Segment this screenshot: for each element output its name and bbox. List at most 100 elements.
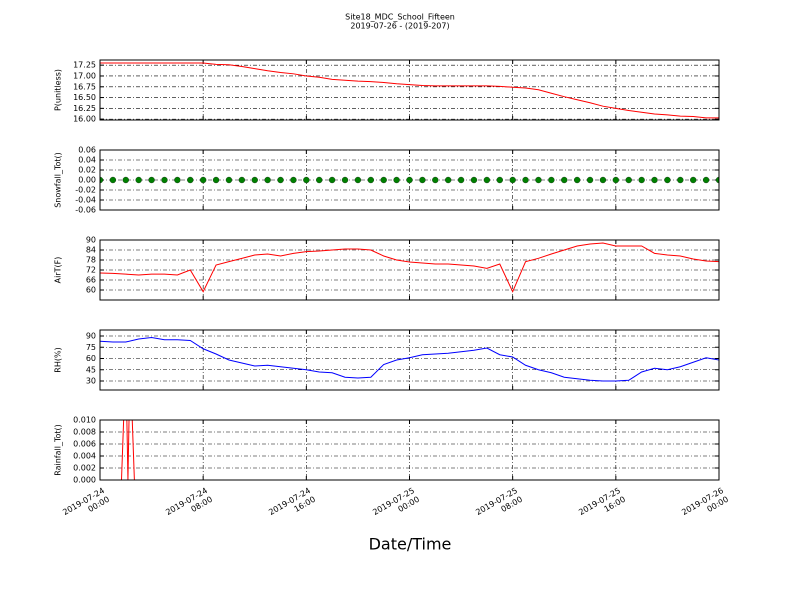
y-axis-label: RH(%) [54, 347, 63, 372]
y-tick-label: -0.04 [75, 196, 96, 205]
data-point [702, 176, 710, 184]
plot-area [100, 176, 719, 184]
y-tick-label: 66 [86, 276, 96, 285]
y-tick-label: -0.06 [75, 206, 96, 215]
data-point [354, 176, 362, 184]
data-point [200, 176, 207, 184]
data-point [251, 176, 258, 184]
plot-area [100, 62, 719, 119]
data-point [445, 176, 452, 184]
y-tick-label: 84 [86, 246, 96, 255]
y-tick-label: 90 [86, 236, 96, 245]
y-tick-label: 0.02 [78, 166, 96, 175]
y-tick-label: 30 [86, 377, 96, 386]
data-point [225, 176, 233, 184]
data-point [586, 176, 594, 184]
data-point [535, 176, 542, 184]
data-point [599, 176, 607, 184]
y-tick-label: 0.004 [73, 452, 96, 461]
data-point [238, 176, 246, 184]
data-point [651, 176, 658, 184]
y-tick-label: 0.002 [73, 464, 96, 473]
data-point [638, 176, 645, 184]
data-point [380, 176, 387, 184]
data-point [341, 176, 349, 184]
data-point [715, 176, 719, 184]
data-point [432, 176, 439, 184]
y-tick-label: 0.00 [78, 176, 96, 185]
chart-title: Site18_MDC_School_Fifteen [345, 13, 455, 22]
plot-area [100, 336, 719, 382]
data-point [393, 176, 400, 184]
data-point [316, 176, 323, 184]
data-point [690, 176, 697, 184]
data-point [496, 176, 503, 184]
y-tick-label: 0.000 [73, 476, 96, 485]
data-point [148, 176, 155, 184]
y-tick-label: 45 [86, 365, 96, 374]
data-point [483, 176, 491, 184]
y-tick-label: 16.75 [73, 82, 96, 91]
data-point [290, 176, 297, 184]
data-point [277, 176, 284, 184]
data-point [174, 176, 181, 184]
plot-area [100, 242, 719, 293]
data-point [625, 176, 632, 184]
data-point [522, 176, 529, 184]
data-point [264, 176, 271, 184]
data-point [135, 176, 142, 184]
data-point [100, 176, 104, 184]
y-tick-label: 60 [86, 286, 96, 295]
data-point [573, 176, 581, 184]
y-tick-label: 0.010 [73, 416, 96, 425]
data-point [509, 176, 516, 184]
y-tick-label: 16.25 [73, 104, 96, 113]
data-point [122, 176, 129, 184]
axes-frame [99, 59, 720, 121]
y-tick-label: 0.04 [78, 156, 96, 165]
y-tick-label: 16.00 [73, 115, 96, 124]
chart-subtitle: 2019-07-26 - (2019-207) [350, 22, 449, 31]
y-tick-label: 0.06 [78, 146, 96, 155]
y-tick-label: 17.25 [73, 61, 96, 70]
x-axis-label: Date/Time [369, 535, 452, 554]
axes-frame [99, 419, 720, 481]
y-tick-label: 60 [86, 354, 96, 363]
data-point [664, 176, 671, 184]
axes-frame [99, 239, 720, 301]
data-point [328, 176, 336, 184]
data-point [457, 176, 465, 184]
data-point [419, 176, 426, 184]
y-axis-label: AirT(F) [54, 257, 63, 284]
data-point [548, 176, 555, 184]
data-point [109, 176, 117, 184]
data-line [100, 62, 719, 119]
data-point [367, 176, 374, 184]
y-tick-label: 16.50 [73, 93, 96, 102]
data-point [406, 176, 413, 184]
axes-frame [99, 329, 720, 391]
data-point [161, 176, 168, 184]
data-point [612, 176, 619, 184]
data-point [561, 176, 568, 184]
data-point [303, 176, 310, 184]
data-point [212, 176, 220, 184]
y-axis-label: P(unitless) [54, 69, 63, 111]
y-tick-label: 75 [86, 343, 96, 352]
y-tick-label: 0.008 [73, 428, 96, 437]
y-tick-label: -0.02 [75, 186, 96, 195]
y-tick-label: 17.00 [73, 71, 96, 80]
y-axis-label: Rainfall_Tot() [54, 424, 63, 476]
y-axis-label: Snowfall_Tot() [54, 152, 63, 208]
y-tick-label: 90 [86, 332, 96, 341]
y-tick-label: 72 [86, 266, 96, 275]
data-point [677, 176, 684, 184]
y-tick-label: 0.006 [73, 440, 96, 449]
data-point [470, 176, 478, 184]
axes-frame [99, 149, 720, 211]
data-line [100, 336, 719, 382]
data-line [100, 242, 719, 293]
y-tick-label: 78 [86, 256, 96, 265]
